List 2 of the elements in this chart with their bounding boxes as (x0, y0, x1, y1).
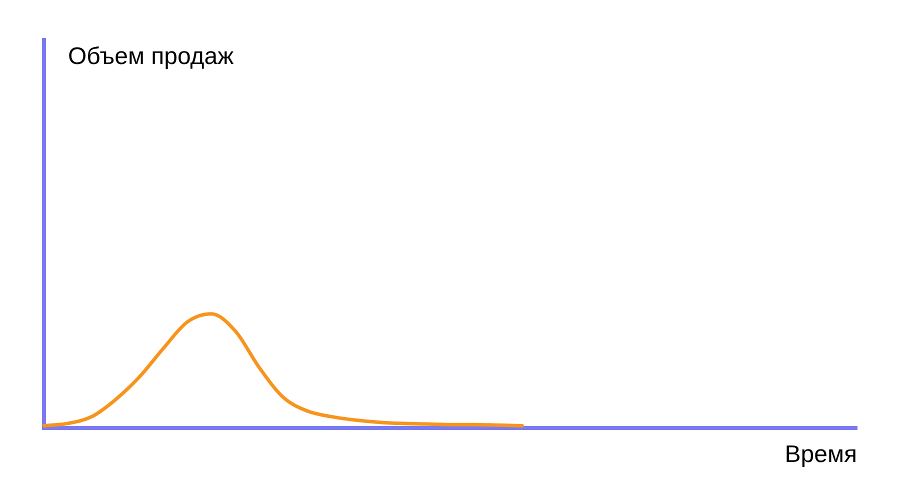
x-axis-title: Время (784, 441, 857, 468)
text: Объем продаж (68, 43, 234, 70)
